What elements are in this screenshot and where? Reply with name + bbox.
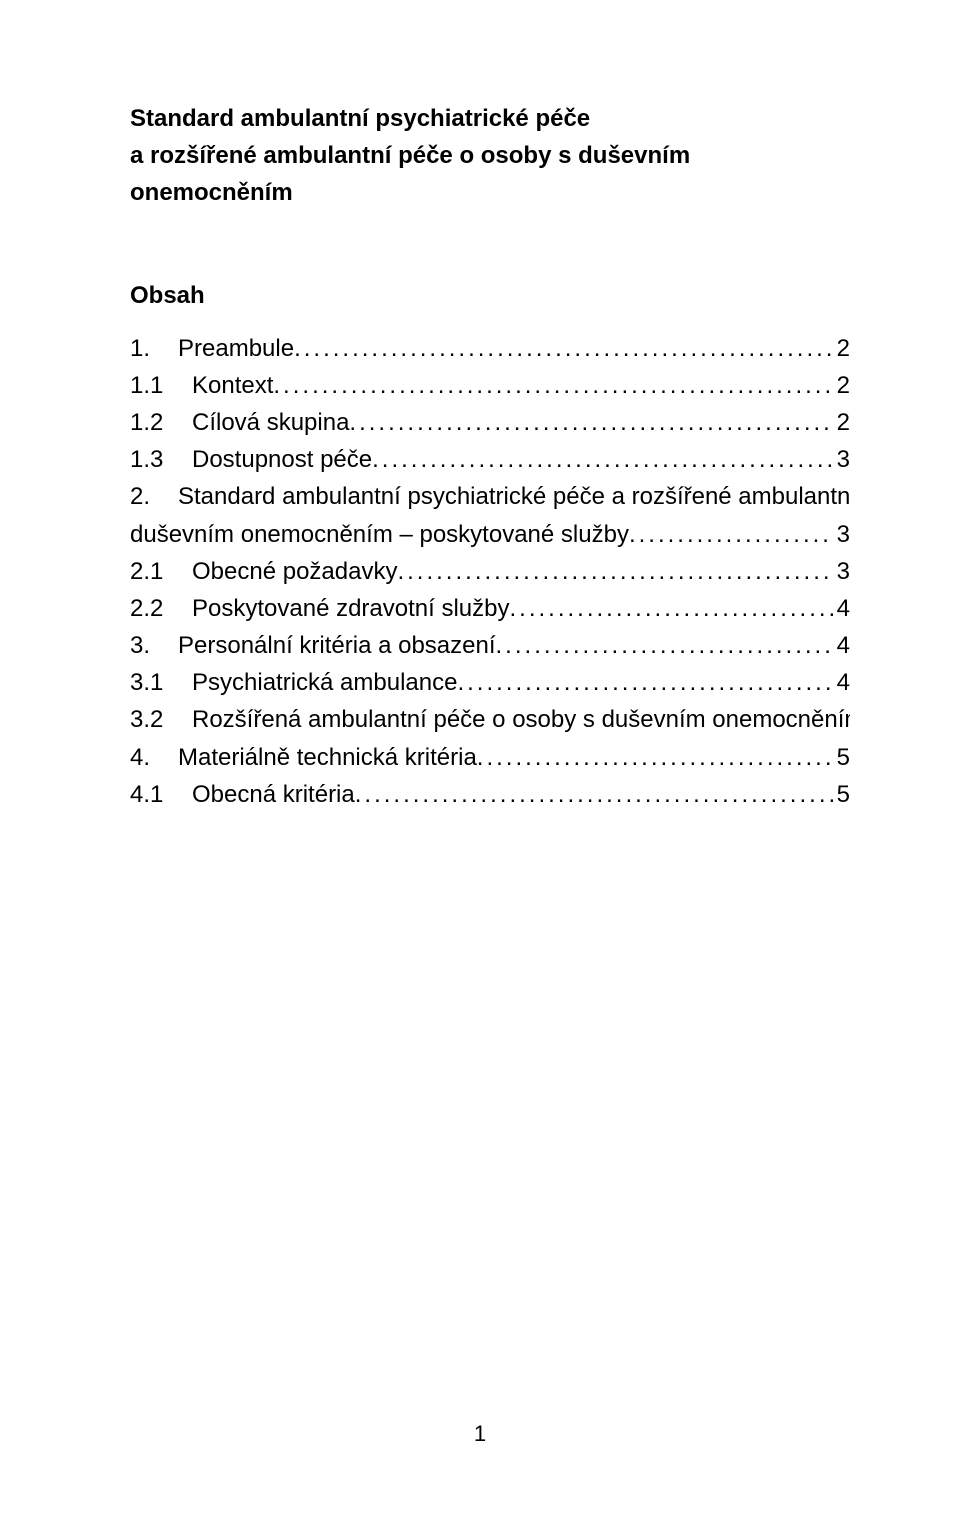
toc-entry: 2. Standard ambulantní psychiatrické péč… (130, 478, 850, 515)
toc-entry-number: 1. (130, 330, 178, 367)
toc-leader-dots (273, 367, 832, 404)
toc-entry: 4.1 Obecná kritéria 5 (130, 776, 850, 813)
toc-entry-page: 3 (833, 553, 850, 590)
toc-entry-label: Psychiatrická ambulance (192, 664, 457, 701)
toc-entry-label: Kontext (192, 367, 273, 404)
toc-entry-label: Rozšířená ambulantní péče o osoby s duše… (192, 701, 850, 738)
toc-entry-label: Obecná kritéria (192, 776, 355, 813)
toc-entry-label-cont: duševním onemocněním – poskytované služb… (130, 516, 629, 553)
toc-entry: 1.1 Kontext 2 (130, 367, 850, 404)
toc-leader-dots (372, 441, 833, 478)
toc-entry-page: 4 (833, 627, 850, 664)
toc-leader-dots (397, 553, 832, 590)
toc-entry-number: 1.2 (130, 404, 192, 441)
page-number: 1 (0, 1421, 960, 1447)
toc-entry-page: 2 (833, 330, 850, 367)
title-line-2: a rozšířené ambulantní péče o osoby s du… (130, 137, 850, 211)
toc-entry: 2.2 Poskytované zdravotní služby 4 (130, 590, 850, 627)
toc-leader-dots (477, 739, 833, 776)
toc-entry-number: 4.1 (130, 776, 192, 813)
toc-entry-page: 3 (833, 441, 850, 478)
toc-entry: 2.1 Obecné požadavky 3 (130, 553, 850, 590)
toc-entry: 1. Preambule 2 (130, 330, 850, 367)
toc-entry-number: 2.1 (130, 553, 192, 590)
toc-entry-number: 2. (130, 478, 178, 515)
toc-entry-number: 3.1 (130, 664, 192, 701)
toc-leader-dots (510, 590, 833, 627)
toc-entry-number: 3. (130, 627, 178, 664)
toc-entry-page: 2 (833, 404, 850, 441)
document-title: Standard ambulantní psychiatrické péče a… (130, 100, 850, 212)
toc-leader-dots (496, 627, 833, 664)
toc-entry: 3.2 Rozšířená ambulantní péče o osoby s … (130, 701, 850, 738)
document-page: Standard ambulantní psychiatrické péče a… (0, 0, 960, 1525)
toc-entry: 3.1 Psychiatrická ambulance 4 (130, 664, 850, 701)
toc-entry-label: Personální kritéria a obsazení (178, 627, 496, 664)
toc-leader-dots (629, 516, 833, 553)
toc-entry-label: Preambule (178, 330, 294, 367)
toc-entry-label: Materiálně technická kritéria (178, 739, 477, 776)
toc-entry-label: Standard ambulantní psychiatrické péče a… (178, 478, 850, 515)
toc-entry-label: Dostupnost péče (192, 441, 372, 478)
toc-entry-number: 1.3 (130, 441, 192, 478)
toc-entry-number: 2.2 (130, 590, 192, 627)
toc-entry-number: 4. (130, 739, 178, 776)
toc-entry-page: 3 (833, 516, 850, 553)
toc-entry-page: 4 (833, 664, 850, 701)
table-of-contents: 1. Preambule 2 1.1 Kontext 2 1.2 Cílová … (130, 330, 850, 813)
toc-entry-page: 5 (833, 776, 850, 813)
toc-entry: 3. Personální kritéria a obsazení 4 (130, 627, 850, 664)
toc-entry: 1.2 Cílová skupina 2 (130, 404, 850, 441)
toc-leader-dots (294, 330, 833, 367)
toc-entry-page: 5 (833, 739, 850, 776)
toc-entry-continuation: duševním onemocněním – poskytované služb… (130, 516, 850, 553)
toc-leader-dots (355, 776, 833, 813)
toc-entry-page: 4 (833, 590, 850, 627)
toc-entry-label: Obecné požadavky (192, 553, 397, 590)
toc-leader-dots (349, 404, 832, 441)
toc-leader-dots (457, 664, 832, 701)
toc-entry-page: 2 (833, 367, 850, 404)
toc-entry-number: 3.2 (130, 701, 192, 738)
toc-entry-number: 1.1 (130, 367, 192, 404)
toc-heading: Obsah (130, 282, 850, 310)
toc-entry: 4. Materiálně technická kritéria 5 (130, 739, 850, 776)
toc-entry: 1.3 Dostupnost péče 3 (130, 441, 850, 478)
toc-entry-label: Cílová skupina (192, 404, 349, 441)
toc-entry-label: Poskytované zdravotní služby (192, 590, 510, 627)
title-line-1: Standard ambulantní psychiatrické péče (130, 100, 850, 137)
